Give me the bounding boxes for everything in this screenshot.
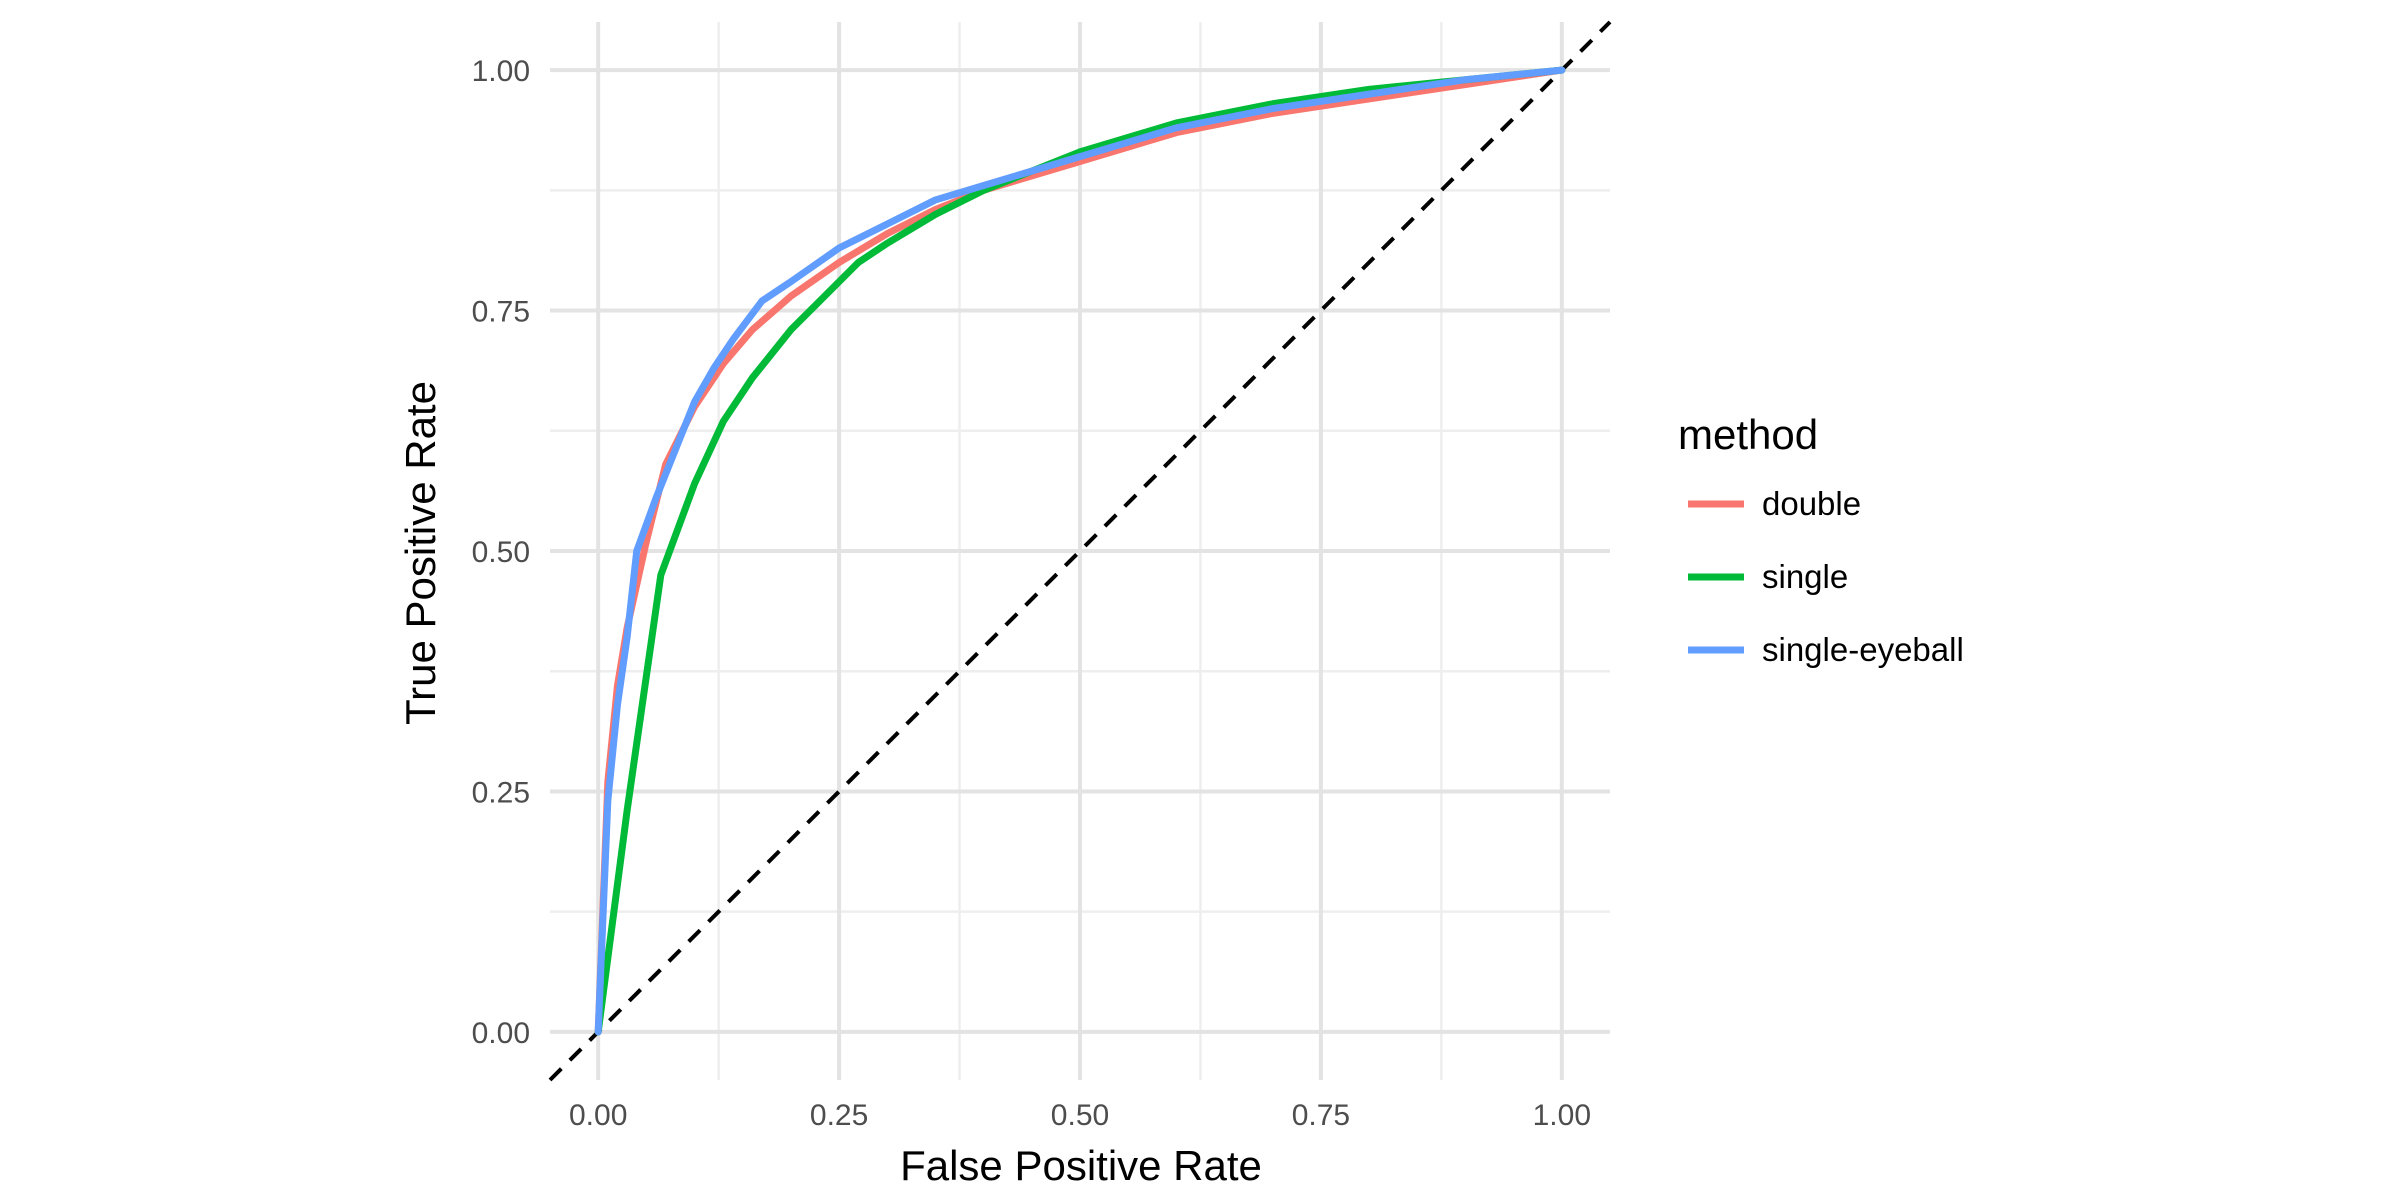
legend-items: double single single-eyeball	[1688, 485, 1964, 668]
x-tick-label: 0.00	[569, 1099, 627, 1132]
legend-item-single: single	[1688, 558, 1848, 595]
y-tick-labels: 0.00 0.25 0.50 0.75 1.00	[472, 55, 530, 1050]
y-tick-label: 0.50	[472, 536, 530, 569]
legend-item-single-eyeball: single-eyeball	[1688, 631, 1964, 668]
y-axis-title: True Positive Rate	[397, 381, 444, 725]
major-gridlines	[550, 22, 1610, 1080]
x-tick-label: 0.75	[1292, 1099, 1350, 1132]
legend-label: double	[1762, 485, 1861, 522]
x-tick-label: 0.50	[1051, 1099, 1109, 1132]
legend-label: single	[1762, 558, 1848, 595]
legend: method double single single-eyeball	[1678, 411, 1964, 668]
y-tick-label: 1.00	[472, 55, 530, 88]
legend-item-double: double	[1688, 485, 1861, 522]
x-tick-label: 1.00	[1533, 1099, 1591, 1132]
series-line-single-eyeball	[594, 66, 1566, 1036]
legend-title: method	[1678, 411, 1818, 458]
x-axis-title: False Positive Rate	[900, 1142, 1262, 1189]
x-tick-label: 0.25	[810, 1099, 868, 1132]
legend-label: single-eyeball	[1762, 631, 1964, 668]
series-line-single	[594, 66, 1566, 1036]
y-tick-label: 0.75	[472, 296, 530, 329]
x-tick-labels: 0.00 0.25 0.50 0.75 1.00	[569, 1099, 1591, 1132]
y-tick-label: 0.00	[472, 1017, 530, 1050]
series-lines	[594, 66, 1566, 1036]
y-tick-label: 0.25	[472, 776, 530, 809]
